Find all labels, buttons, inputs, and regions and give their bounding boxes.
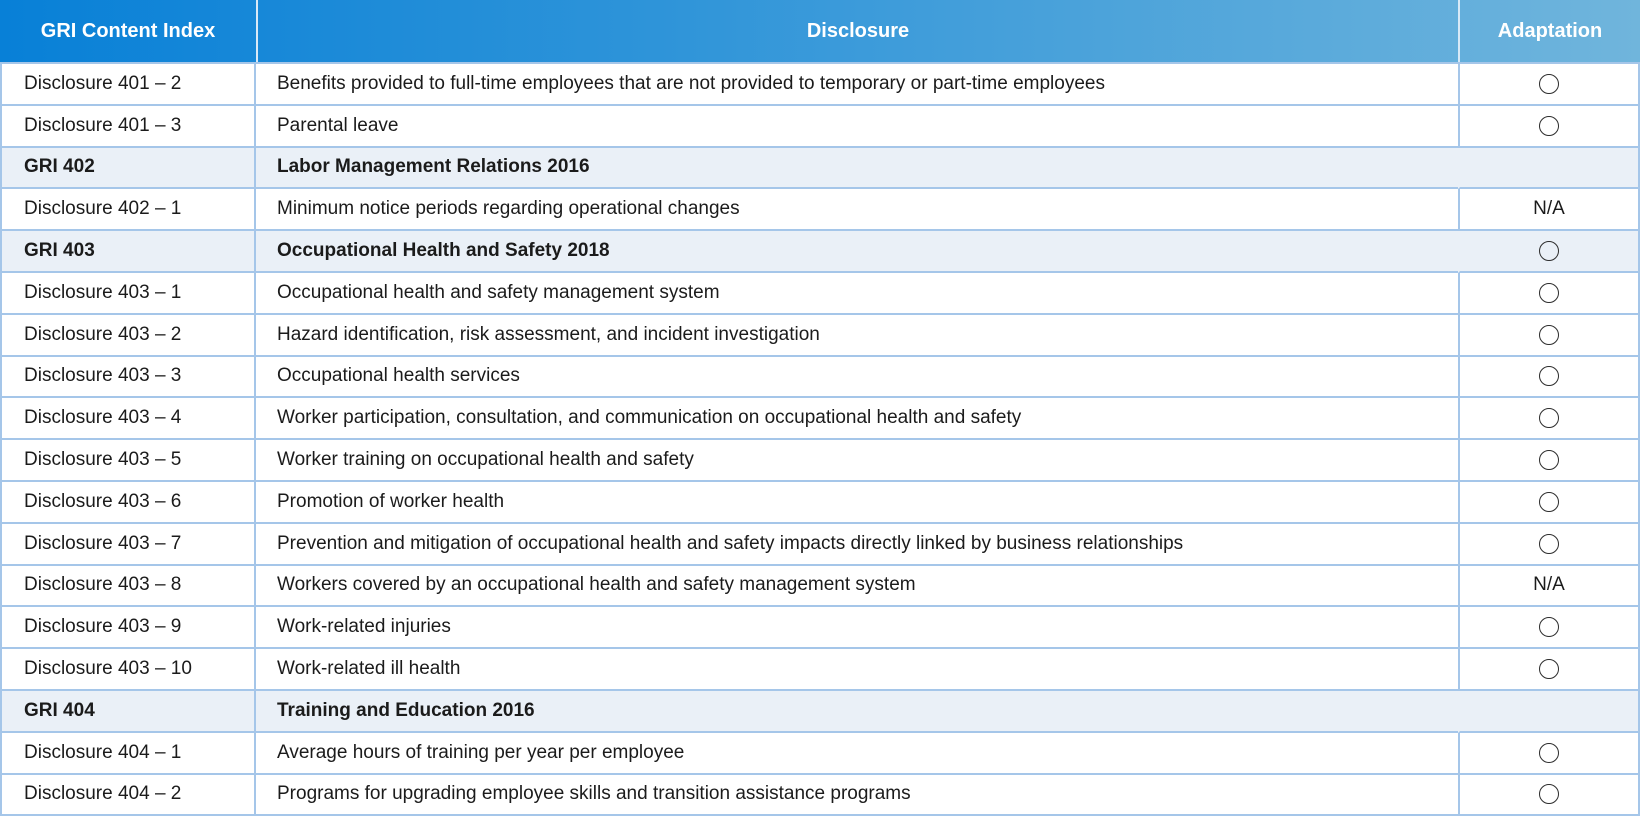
table-row: Disclosure 403 – 5 Worker training on oc… [0, 440, 1640, 482]
row-adaptation [1458, 356, 1640, 399]
row-adaptation [1458, 147, 1640, 190]
adaptation-circle-icon [1539, 73, 1559, 94]
row-index: Disclosure 403 – 2 [0, 314, 256, 357]
table-row: Disclosure 403 – 6 Promotion of worker h… [0, 481, 1640, 524]
adaptation-circle-icon [1539, 408, 1559, 429]
row-adaptation [1458, 272, 1640, 315]
row-index: Disclosure 403 – 5 [0, 440, 256, 482]
row-adaptation [1458, 314, 1640, 357]
adaptation-circle-icon [1539, 241, 1559, 262]
row-index: Disclosure 402 – 1 [0, 189, 256, 232]
adaptation-circle-icon [1539, 366, 1559, 387]
row-disclosure: Worker training on occupational health a… [256, 440, 1458, 482]
row-adaptation [1458, 732, 1640, 775]
row-adaptation: N/A [1458, 189, 1640, 232]
table-row: Disclosure 403 – 4 Worker participation,… [0, 398, 1640, 441]
adaptation-circle-icon [1539, 659, 1559, 680]
adaptation-circle-icon [1539, 742, 1559, 763]
table-row: GRI 403 Occupational Health and Safety 2… [0, 231, 1640, 273]
row-adaptation [1458, 774, 1640, 817]
row-index: Disclosure 401 – 2 [0, 62, 256, 106]
table-row: Disclosure 404 – 1 Average hours of trai… [0, 732, 1640, 775]
table-row: GRI 402 Labor Management Relations 2016 [0, 147, 1640, 190]
row-disclosure: Occupational health and safety managemen… [256, 272, 1458, 315]
row-index: GRI 402 [0, 147, 256, 190]
row-disclosure: Minimum notice periods regarding operati… [256, 189, 1458, 232]
header-disclosure: Disclosure [256, 0, 1458, 62]
table-row: Disclosure 401 – 2 Benefits provided to … [0, 62, 1640, 106]
row-disclosure: Work-related ill health [256, 649, 1458, 691]
table-row: Disclosure 403 – 9 Work-related injuries [0, 607, 1640, 650]
table-header-row: GRI Content Index Disclosure Adaptation [0, 0, 1640, 62]
row-index: Disclosure 403 – 7 [0, 523, 256, 566]
table-row: Disclosure 403 – 8 Workers covered by an… [0, 565, 1640, 608]
table-row: Disclosure 402 – 1 Minimum notice period… [0, 189, 1640, 232]
adaptation-circle-icon [1539, 450, 1559, 471]
adaptation-circle-icon [1539, 784, 1559, 805]
row-disclosure: Occupational Health and Safety 2018 [256, 231, 1458, 273]
row-disclosure: Hazard identification, risk assessment, … [256, 314, 1458, 357]
adaptation-circle-icon [1539, 491, 1559, 512]
row-adaptation [1458, 523, 1640, 566]
row-adaptation [1458, 607, 1640, 650]
row-index: Disclosure 404 – 1 [0, 732, 256, 775]
table-body: Disclosure 401 – 2 Benefits provided to … [0, 62, 1640, 817]
table-row: Disclosure 403 – 3 Occupational health s… [0, 356, 1640, 399]
table-row: Disclosure 403 – 1 Occupational health a… [0, 272, 1640, 315]
row-index: Disclosure 403 – 9 [0, 607, 256, 650]
row-adaptation: N/A [1458, 565, 1640, 608]
row-disclosure: Workers covered by an occupational healt… [256, 565, 1458, 608]
header-adaptation: Adaptation [1458, 0, 1640, 62]
row-index: GRI 404 [0, 690, 256, 733]
row-disclosure: Average hours of training per year per e… [256, 732, 1458, 775]
row-index: Disclosure 403 – 10 [0, 649, 256, 691]
table-row: Disclosure 403 – 2 Hazard identification… [0, 314, 1640, 357]
row-index: Disclosure 401 – 3 [0, 105, 256, 148]
row-disclosure: Worker participation, consultation, and … [256, 398, 1458, 441]
row-disclosure: Prevention and mitigation of occupationa… [256, 523, 1458, 566]
row-index: Disclosure 403 – 3 [0, 356, 256, 399]
table-row: Disclosure 404 – 2 Programs for upgradin… [0, 774, 1640, 817]
row-disclosure: Promotion of worker health [256, 481, 1458, 524]
row-index: Disclosure 403 – 4 [0, 398, 256, 441]
row-index: Disclosure 403 – 6 [0, 481, 256, 524]
row-index: Disclosure 403 – 8 [0, 565, 256, 608]
table-row: Disclosure 403 – 7 Prevention and mitiga… [0, 523, 1640, 566]
row-adaptation [1458, 440, 1640, 482]
row-disclosure: Occupational health services [256, 356, 1458, 399]
row-disclosure: Work-related injuries [256, 607, 1458, 650]
adaptation-circle-icon [1539, 282, 1559, 303]
row-disclosure: Programs for upgrading employee skills a… [256, 774, 1458, 817]
table-row: GRI 404 Training and Education 2016 [0, 690, 1640, 733]
row-adaptation [1458, 690, 1640, 733]
adaptation-circle-icon [1539, 324, 1559, 345]
row-disclosure: Benefits provided to full-time employees… [256, 62, 1458, 106]
row-adaptation [1458, 105, 1640, 148]
row-adaptation [1458, 231, 1640, 273]
row-adaptation [1458, 481, 1640, 524]
adaptation-circle-icon [1539, 533, 1559, 554]
row-index: GRI 403 [0, 231, 256, 273]
table-row: Disclosure 401 – 3 Parental leave [0, 105, 1640, 148]
row-index: Disclosure 404 – 2 [0, 774, 256, 817]
adaptation-circle-icon [1539, 115, 1559, 136]
table-row: Disclosure 403 – 10 Work-related ill hea… [0, 649, 1640, 691]
row-index: Disclosure 403 – 1 [0, 272, 256, 315]
adaptation-circle-icon [1539, 617, 1559, 638]
row-disclosure: Parental leave [256, 105, 1458, 148]
row-disclosure: Labor Management Relations 2016 [256, 147, 1458, 190]
row-adaptation [1458, 398, 1640, 441]
row-adaptation [1458, 649, 1640, 691]
row-disclosure: Training and Education 2016 [256, 690, 1458, 733]
header-gri-content-index: GRI Content Index [40, 19, 216, 42]
row-adaptation [1458, 62, 1640, 106]
